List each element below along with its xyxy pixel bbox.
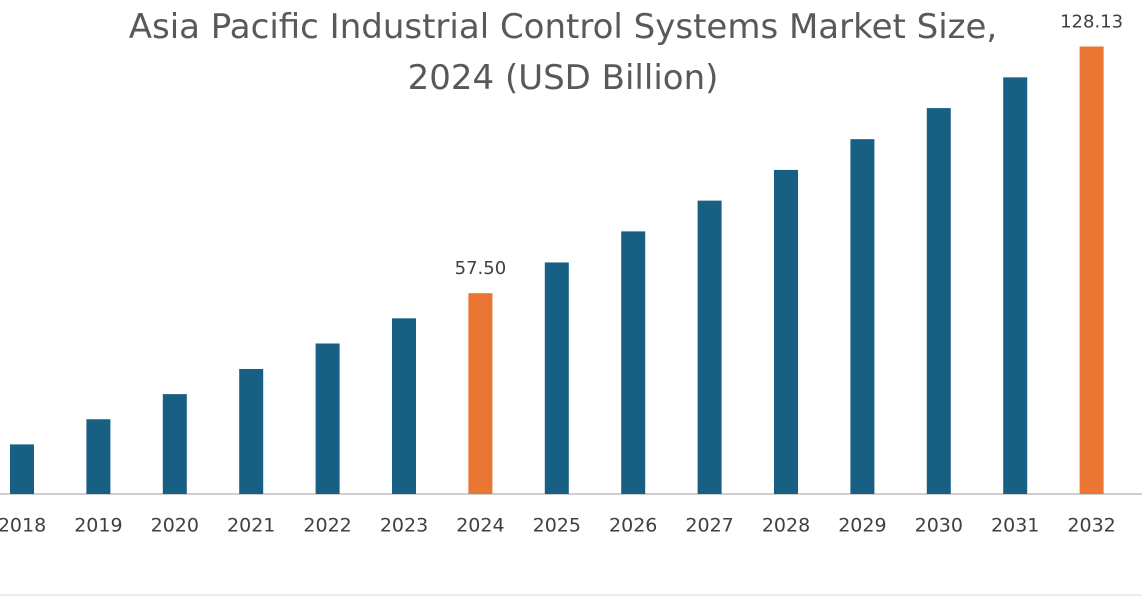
- bar: [697, 200, 722, 494]
- x-tick-label: 2025: [533, 515, 581, 537]
- x-tick-label: 2020: [151, 515, 199, 537]
- bar: [1079, 46, 1104, 495]
- bar: [621, 231, 646, 494]
- x-tick-label: 2030: [915, 515, 963, 537]
- x-tick-label: 2018: [0, 515, 46, 537]
- bar: [239, 368, 264, 494]
- bar: [162, 394, 187, 494]
- bar: [86, 419, 111, 494]
- bar: [1003, 77, 1028, 495]
- chart-title: Asia Pacific Industrial Control Systems …: [128, 7, 998, 98]
- x-tick-label: 2027: [685, 515, 733, 537]
- bar: [315, 343, 340, 494]
- bar: [774, 169, 798, 494]
- bar: [392, 318, 416, 494]
- x-tick-label: 2019: [74, 515, 122, 537]
- x-tick-label: 2026: [609, 515, 657, 537]
- x-tick-label: 2028: [762, 515, 810, 537]
- x-tick-label: 2021: [227, 515, 275, 537]
- bar: [850, 139, 875, 495]
- data-label: 128.13: [1060, 12, 1123, 33]
- data-label: 57.50: [455, 258, 507, 279]
- bar: [544, 262, 569, 494]
- x-tick-label: 2029: [838, 515, 886, 537]
- bar: [10, 444, 34, 494]
- x-tick-label: 2024: [456, 515, 504, 537]
- bar: [926, 108, 951, 494]
- x-tick-label: 2031: [991, 515, 1039, 537]
- x-tick-label: 2032: [1067, 515, 1115, 537]
- bar: [468, 293, 493, 494]
- x-tick-label: 2022: [303, 515, 351, 537]
- x-tick-label: 2023: [380, 515, 428, 537]
